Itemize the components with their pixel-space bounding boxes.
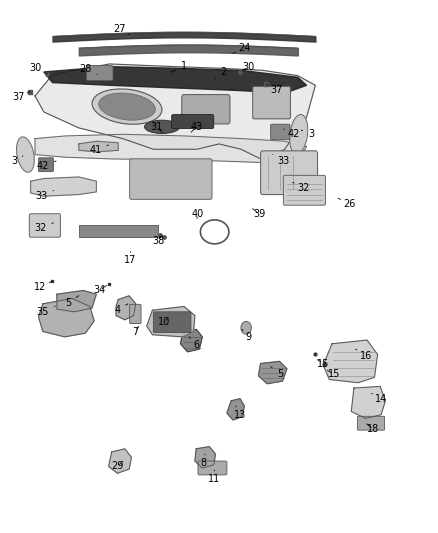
Text: 13: 13	[234, 406, 246, 419]
Text: 34: 34	[94, 285, 106, 295]
Text: 41: 41	[89, 145, 109, 155]
Polygon shape	[39, 298, 94, 337]
FancyBboxPatch shape	[86, 66, 113, 80]
FancyBboxPatch shape	[130, 159, 212, 199]
Text: 27: 27	[113, 25, 129, 35]
Text: 11: 11	[208, 470, 220, 483]
FancyBboxPatch shape	[130, 304, 141, 324]
Polygon shape	[109, 449, 131, 473]
Ellipse shape	[92, 89, 162, 124]
Text: 3: 3	[11, 156, 23, 166]
Text: 37: 37	[12, 92, 30, 102]
FancyBboxPatch shape	[79, 225, 158, 237]
Text: 18: 18	[367, 424, 379, 434]
Text: 29: 29	[111, 462, 124, 471]
Text: 30: 30	[29, 63, 47, 74]
Text: 5: 5	[271, 367, 283, 379]
Text: 15: 15	[327, 369, 340, 379]
FancyBboxPatch shape	[271, 124, 290, 140]
FancyBboxPatch shape	[253, 86, 290, 119]
Text: 37: 37	[266, 84, 283, 94]
FancyBboxPatch shape	[153, 312, 191, 333]
Polygon shape	[57, 290, 96, 312]
Polygon shape	[180, 329, 202, 352]
Polygon shape	[35, 64, 315, 160]
Text: 12: 12	[34, 281, 52, 292]
Polygon shape	[31, 177, 96, 196]
Polygon shape	[351, 386, 385, 418]
Text: 3: 3	[301, 130, 314, 139]
Text: 17: 17	[124, 252, 137, 265]
Text: 31: 31	[151, 122, 163, 132]
Text: 33: 33	[35, 190, 53, 201]
Polygon shape	[227, 399, 244, 420]
Text: 26: 26	[338, 198, 356, 208]
Text: 38: 38	[152, 236, 165, 246]
Ellipse shape	[17, 137, 34, 172]
Text: 4: 4	[114, 304, 128, 315]
Text: 30: 30	[242, 62, 255, 71]
Ellipse shape	[290, 115, 308, 154]
FancyBboxPatch shape	[283, 175, 325, 205]
Text: 7: 7	[132, 326, 138, 336]
Text: 24: 24	[233, 43, 251, 53]
Polygon shape	[147, 306, 195, 337]
FancyBboxPatch shape	[172, 115, 214, 128]
FancyBboxPatch shape	[182, 94, 230, 124]
Text: 8: 8	[200, 454, 206, 467]
FancyBboxPatch shape	[357, 416, 385, 430]
FancyBboxPatch shape	[198, 461, 227, 475]
FancyBboxPatch shape	[29, 214, 60, 237]
Text: 39: 39	[253, 208, 265, 219]
Text: 1: 1	[171, 61, 187, 72]
Polygon shape	[44, 67, 307, 93]
Text: 2: 2	[215, 67, 226, 79]
Text: 42: 42	[37, 161, 56, 171]
Ellipse shape	[145, 120, 180, 134]
Text: 40: 40	[192, 209, 204, 219]
Text: 43: 43	[190, 122, 202, 132]
Text: 42: 42	[284, 129, 300, 139]
Text: 5: 5	[65, 296, 79, 308]
Circle shape	[241, 321, 251, 334]
Polygon shape	[116, 296, 136, 320]
Text: 10: 10	[158, 318, 170, 327]
Polygon shape	[195, 447, 215, 468]
Text: 35: 35	[37, 306, 55, 317]
Ellipse shape	[99, 93, 155, 120]
Text: 14: 14	[371, 393, 387, 403]
FancyBboxPatch shape	[39, 158, 53, 172]
Polygon shape	[258, 361, 287, 384]
Polygon shape	[79, 141, 118, 152]
FancyBboxPatch shape	[261, 151, 318, 195]
Text: 33: 33	[272, 155, 290, 166]
Text: 16: 16	[356, 349, 372, 361]
Text: 32: 32	[293, 182, 309, 192]
Polygon shape	[35, 134, 307, 163]
Text: 15: 15	[317, 359, 329, 368]
Text: 32: 32	[34, 223, 53, 233]
Text: 6: 6	[189, 337, 199, 350]
Polygon shape	[323, 340, 378, 383]
Text: 9: 9	[242, 329, 252, 342]
Text: 28: 28	[79, 64, 97, 75]
